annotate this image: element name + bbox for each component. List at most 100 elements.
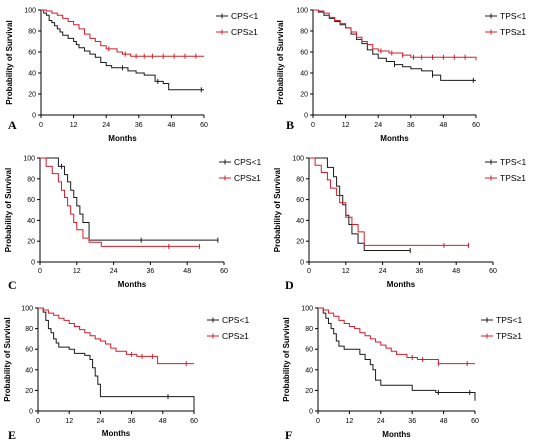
y-tick-label: 40: [305, 367, 313, 374]
y-tick-label: 40: [25, 367, 33, 374]
y-tick-label: 0: [300, 260, 304, 267]
x-tick-label: 12: [70, 122, 78, 129]
x-tick-label: 36: [128, 418, 136, 425]
y-tick-label: 20: [27, 239, 35, 246]
x-tick-label: 36: [135, 122, 143, 129]
y-tick-label: 100: [296, 8, 308, 15]
legend-label: TPS<1: [500, 11, 526, 21]
series-line-high: [313, 9, 477, 61]
x-axis-title: Months: [102, 429, 131, 438]
y-tick-label: 20: [25, 388, 33, 395]
legend-label: CPS≥1: [234, 173, 261, 183]
x-tick-label: 48: [440, 122, 448, 129]
y-tick-label: 0: [29, 409, 33, 416]
x-tick-label: 60: [489, 268, 497, 275]
series-line-low: [41, 9, 204, 91]
series-line-high: [318, 307, 475, 365]
x-axis-title: Months: [382, 430, 411, 439]
x-tick-label: 24: [379, 268, 387, 275]
y-tick-label: 100: [21, 306, 33, 313]
y-tick-label: 40: [28, 71, 36, 78]
y-tick-label: 60: [28, 50, 36, 57]
panel-letter: E: [8, 428, 16, 442]
series-line-high: [309, 157, 469, 246]
y-tick-label: 100: [24, 8, 36, 15]
x-axis-title: Months: [380, 134, 409, 143]
x-tick-label: 36: [407, 122, 415, 129]
x-tick-label: 60: [472, 122, 480, 129]
legend-label: TPS≥1: [500, 173, 526, 183]
x-tick-label: 0: [39, 122, 43, 129]
y-tick-label: 0: [32, 113, 36, 120]
series-line-low: [40, 157, 218, 241]
x-tick-label: 36: [147, 268, 155, 275]
series-line-low: [313, 9, 476, 81]
x-tick-label: 12: [346, 418, 354, 425]
x-tick-label: 0: [38, 268, 42, 275]
y-tick-label: 60: [300, 50, 308, 57]
x-tick-label: 48: [159, 418, 167, 425]
y-tick-label: 20: [305, 388, 313, 395]
series-line-low: [318, 307, 476, 401]
y-tick-label: 80: [300, 29, 308, 36]
y-tick-label: 20: [28, 92, 36, 99]
y-axis-title: Probability of Survival: [3, 317, 12, 401]
x-tick-label: 24: [102, 122, 110, 129]
panel-d: 0 20 40 60 80 100 0 12 24 36 48 60 Months Probability…: [273, 156, 526, 293]
legend-label: CPS<1: [234, 157, 261, 167]
y-tick-label: 60: [27, 197, 35, 204]
panel-b: 0 20 40 60 80 100 0 12 24 36 48 60 Months Probability…: [276, 8, 526, 144]
series-line-low: [309, 157, 411, 252]
y-tick-label: 40: [27, 218, 35, 225]
panel-letter: B: [286, 118, 294, 132]
y-tick-label: 60: [25, 347, 33, 354]
x-tick-label: 60: [190, 418, 198, 425]
legend-label: TPS≥1: [496, 331, 522, 341]
x-tick-label: 48: [183, 268, 191, 275]
x-tick-label: 0: [307, 268, 311, 275]
x-tick-label: 24: [97, 418, 105, 425]
x-tick-label: 24: [377, 418, 385, 425]
panel-letter: C: [8, 278, 17, 292]
series-line-high: [41, 9, 204, 57]
panel-letter: A: [8, 118, 17, 132]
x-tick-label: 48: [440, 418, 448, 425]
panel-f: 0 20 40 60 80 100 0 12 24 36 48 60 Months Probability…: [282, 306, 522, 443]
series-line-high: [40, 157, 200, 247]
series-line-high: [38, 307, 194, 365]
panel-a: 0 20 40 60 80 100 0 12 24 36 48 60 Months Probability…: [5, 8, 258, 144]
legend-label: CPS≥1: [222, 331, 249, 341]
y-tick-label: 100: [292, 156, 304, 163]
y-tick-label: 80: [27, 176, 35, 183]
x-tick-label: 36: [408, 418, 416, 425]
y-tick-label: 40: [296, 218, 304, 225]
y-tick-label: 20: [300, 92, 308, 99]
y-axis-title: Probability of Survival: [276, 20, 285, 104]
x-tick-label: 0: [316, 418, 320, 425]
y-tick-label: 20: [296, 239, 304, 246]
y-tick-label: 80: [25, 326, 33, 333]
y-tick-label: 40: [300, 71, 308, 78]
y-tick-label: 0: [304, 113, 308, 120]
x-tick-label: 0: [36, 418, 40, 425]
x-tick-label: 36: [416, 268, 424, 275]
legend-label: TPS≥1: [500, 27, 526, 37]
panel-c: 0 20 40 60 80 100 0 12 24 36 48 60 Months Probability…: [4, 156, 261, 293]
x-tick-label: 0: [311, 122, 315, 129]
legend-label: CPS<1: [222, 315, 249, 325]
x-tick-label: 24: [374, 122, 382, 129]
legend-label: CPS≥1: [231, 27, 258, 37]
y-tick-label: 0: [309, 409, 313, 416]
x-tick-label: 24: [110, 268, 118, 275]
series-line-low: [38, 307, 195, 411]
y-tick-label: 80: [296, 176, 304, 183]
y-tick-label: 80: [305, 326, 313, 333]
y-tick-label: 60: [305, 347, 313, 354]
legend-label: CPS<1: [231, 11, 258, 21]
x-tick-label: 12: [65, 418, 73, 425]
y-tick-label: 80: [28, 29, 36, 36]
x-tick-label: 60: [220, 268, 228, 275]
panel-e: 0 20 40 60 80 100 0 12 24 36 48 60 Months Probability…: [3, 306, 249, 443]
x-axis-title: Months: [118, 280, 147, 289]
